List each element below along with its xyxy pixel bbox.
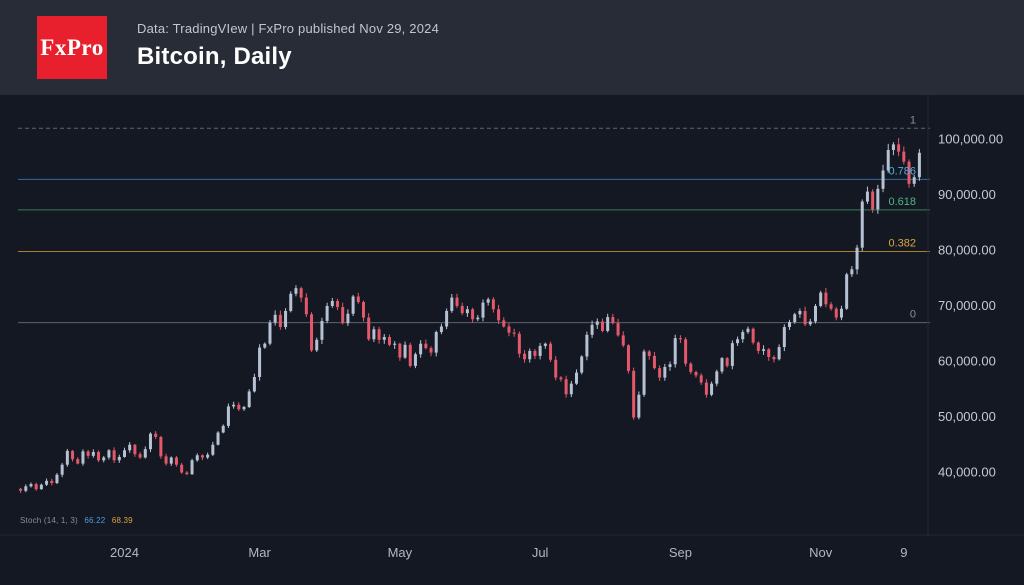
svg-text:0.618: 0.618 xyxy=(888,196,916,208)
source-line: Data: TradingVIew | FxPro published Nov … xyxy=(137,21,440,36)
indicator-name: Stoch (14, 1, 3) xyxy=(20,516,78,525)
svg-text:100,000.00: 100,000.00 xyxy=(938,131,1003,146)
fxpro-logo: FxPro xyxy=(37,16,107,79)
svg-text:60,000.00: 60,000.00 xyxy=(938,353,996,368)
candles-layer xyxy=(19,137,921,493)
svg-text:0.786: 0.786 xyxy=(888,165,916,177)
y-axis-labels: 100,000.00 90,000.00 80,000.00 70,000.00 60,… xyxy=(938,131,1003,479)
svg-text:Jul: Jul xyxy=(532,545,549,560)
x-axis-labels: 2024 Mar May Jul Sep Nov 9 xyxy=(110,545,907,560)
svg-text:Mar: Mar xyxy=(248,545,271,560)
svg-text:50,000.00: 50,000.00 xyxy=(938,409,996,424)
svg-text:90,000.00: 90,000.00 xyxy=(938,187,996,202)
indicator-k-value: 66.22 xyxy=(84,516,106,525)
fib-labels: 1 0.786 0.618 0.382 0 xyxy=(888,114,916,320)
header-texts: Data: TradingVIew | FxPro published Nov … xyxy=(137,21,439,71)
svg-text:2024: 2024 xyxy=(110,545,139,560)
svg-text:1: 1 xyxy=(910,114,916,126)
svg-text:0.382: 0.382 xyxy=(888,238,916,250)
header-bar: FxPro Data: TradingVIew | FxPro publishe… xyxy=(0,0,1024,95)
fxpro-logo-text: FxPro xyxy=(40,34,104,60)
fib-lines-layer xyxy=(18,127,930,324)
chart-title: Bitcoin, Daily xyxy=(137,43,292,70)
svg-text:70,000.00: 70,000.00 xyxy=(938,298,996,313)
svg-text:Sep: Sep xyxy=(669,545,692,560)
svg-text:9: 9 xyxy=(900,545,907,560)
svg-text:80,000.00: 80,000.00 xyxy=(938,242,996,257)
svg-text:40,000.00: 40,000.00 xyxy=(938,464,996,479)
indicator-d-value: 68.39 xyxy=(111,516,133,525)
svg-text:0: 0 xyxy=(910,309,916,321)
svg-text:Nov: Nov xyxy=(809,545,833,560)
svg-text:May: May xyxy=(388,545,413,560)
stochastic-indicator-label: Stoch (14, 1, 3) 66.22 68.39 xyxy=(20,516,133,525)
